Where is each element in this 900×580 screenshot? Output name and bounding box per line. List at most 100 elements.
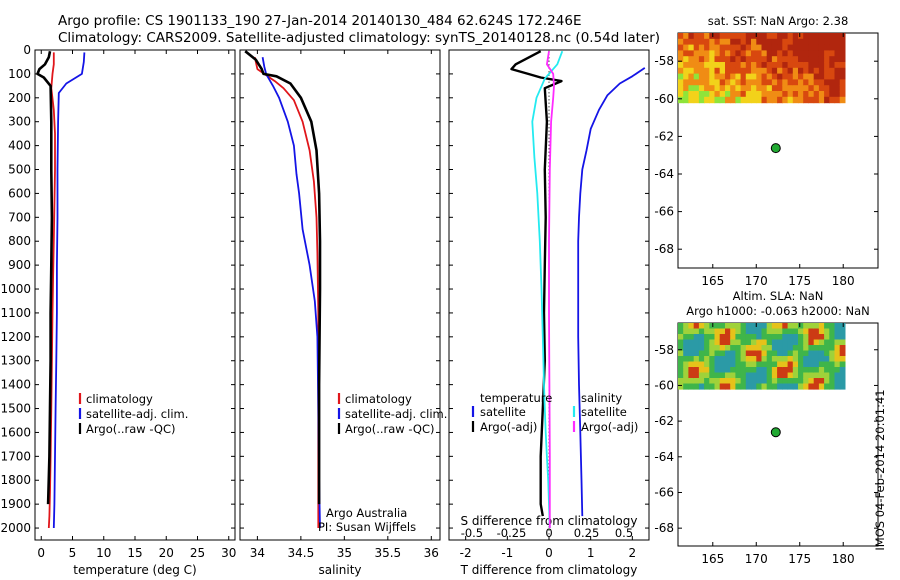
heatmap-cell (688, 91, 695, 98)
heatmap-cell (740, 56, 747, 63)
heatmap-cell (704, 339, 710, 346)
heatmap-cell (740, 372, 747, 379)
heatmap-cell (725, 96, 731, 104)
y-tick-label: 800 (8, 234, 31, 248)
heatmap-cell (683, 339, 689, 346)
heatmap-cell (725, 350, 731, 357)
heatmap-cell (818, 33, 825, 40)
heatmap-cell (777, 361, 783, 368)
heatmap-cell (693, 328, 700, 335)
heatmap-cell (704, 85, 710, 92)
heatmap-cell (771, 367, 778, 374)
heatmap-cell (678, 33, 684, 40)
heatmap-cell (756, 50, 763, 57)
heatmap-cell (745, 328, 752, 335)
heatmap-cell (688, 383, 695, 390)
heatmap-cell (745, 323, 752, 330)
s-tick-label: 0.5 (615, 526, 633, 540)
heatmap-cell (693, 378, 700, 385)
heatmap-cell (829, 67, 836, 75)
heatmap-cell (719, 50, 726, 57)
heatmap-cell (725, 334, 731, 341)
heatmap-cell (782, 62, 789, 69)
heatmap-cell (704, 334, 710, 341)
heatmap-cell (787, 62, 794, 69)
heatmap-cell (782, 367, 789, 374)
heatmap-cell (704, 50, 710, 57)
heatmap-cell (792, 73, 799, 80)
heatmap-cell (756, 96, 763, 104)
heatmap-cell (698, 350, 705, 357)
heatmap-cell (829, 50, 836, 57)
heatmap-cell (693, 350, 700, 357)
heatmap-cell (777, 96, 783, 104)
heatmap-cell (818, 378, 825, 385)
heatmap-cell (766, 372, 773, 379)
heatmap-cell (756, 383, 763, 390)
y-tick-label: 1900 (0, 497, 31, 511)
heatmap-cell (698, 96, 705, 104)
heatmap-cell (777, 38, 783, 46)
heatmap-cell (824, 79, 830, 86)
x-axis-label: salinity (318, 563, 361, 577)
heatmap-cell (714, 50, 721, 57)
heatmap-cell (787, 334, 794, 341)
heatmap-cell (704, 383, 710, 390)
heatmap-cell (688, 33, 695, 40)
heatmap-cell (756, 62, 763, 69)
y-tick-label: 1600 (0, 425, 31, 439)
heatmap-cell (693, 38, 700, 46)
heatmap-cell (834, 73, 841, 80)
heatmap-cell (683, 44, 689, 51)
heatmap-cell (818, 350, 825, 357)
heatmap-cell (787, 38, 794, 46)
heatmap-cell (771, 378, 778, 385)
heatmap-cell (745, 62, 752, 69)
heatmap-cell (714, 323, 721, 330)
heatmap-cell (709, 361, 716, 368)
heatmap-cell (818, 67, 825, 75)
heatmap-cell (740, 50, 747, 57)
heatmap-cell (678, 62, 684, 69)
heatmap-cell (798, 356, 804, 363)
heatmap-cell (808, 44, 815, 51)
heatmap-cell (745, 56, 752, 63)
heatmap-cell (792, 378, 799, 385)
heatmap-cell (704, 67, 710, 75)
heatmap-cell (751, 56, 757, 63)
heatmap-cell (824, 85, 830, 92)
heatmap-cell (751, 372, 757, 379)
heatmap-cell (808, 323, 815, 330)
heatmap-cell (761, 345, 768, 352)
heatmap-cell (756, 44, 763, 51)
heatmap-cell (798, 334, 804, 341)
heatmap-cell (678, 378, 684, 385)
heatmap-cell (766, 73, 773, 80)
heatmap-cell (709, 62, 716, 69)
heatmap-cell (719, 96, 726, 104)
heatmap-cell (839, 345, 846, 352)
heatmap-cell (787, 73, 794, 80)
heatmap-cell (719, 372, 726, 379)
heatmap-cell (792, 345, 799, 352)
y-tick-label: -64 (654, 450, 674, 464)
heatmap-cell (824, 44, 830, 51)
heatmap-cell (709, 79, 716, 86)
heatmap-cell (803, 345, 809, 352)
heatmap-cell (777, 62, 783, 69)
legend-label: climatology (345, 392, 412, 406)
heatmap-cell (787, 44, 794, 51)
figure-title-line1: Argo profile: CS 1901133_190 27-Jan-2014… (58, 13, 582, 29)
heatmap-cell (761, 383, 768, 390)
legend-label: satellite-adj. clim. (345, 407, 447, 421)
heatmap-cell (709, 56, 716, 63)
heatmap-cell (714, 345, 721, 352)
heatmap-cell (824, 361, 830, 368)
heatmap-cell (730, 339, 736, 346)
heatmap-cell (745, 96, 752, 104)
series-line (253, 57, 320, 528)
heatmap-cell (735, 345, 742, 352)
heatmap-cell (751, 356, 757, 363)
heatmap-cell (761, 38, 768, 46)
heatmap-cell (824, 91, 830, 98)
